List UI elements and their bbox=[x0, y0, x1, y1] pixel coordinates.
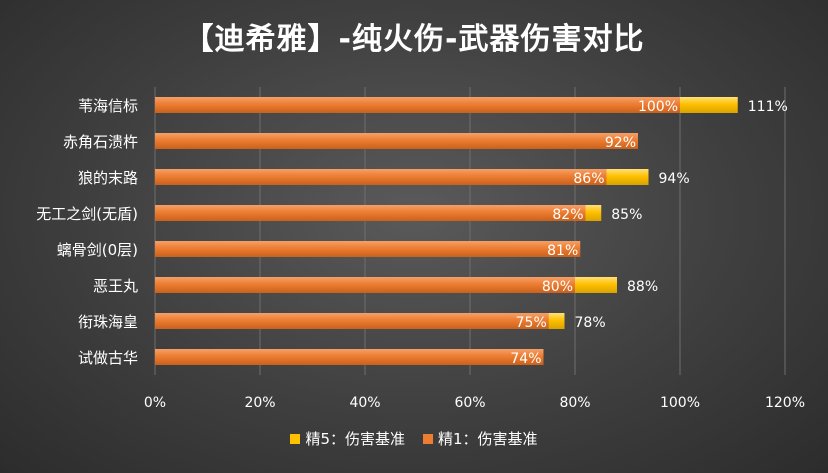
category-label: 衔珠海皇 bbox=[78, 313, 138, 331]
category-label: 无工之剑(无盾) bbox=[36, 205, 138, 223]
bar-refine1 bbox=[155, 133, 638, 149]
legend-label-refine5: 精5：伤害基准 bbox=[305, 430, 405, 448]
data-label-refine1: 92% bbox=[605, 135, 636, 151]
bar-refine1 bbox=[155, 349, 544, 365]
category-label: 螭骨剑(0层) bbox=[57, 241, 138, 259]
x-tick-label: 0% bbox=[144, 395, 166, 411]
data-label-refine1: 75% bbox=[516, 315, 547, 331]
legend-label-refine1: 精1：伤害基准 bbox=[438, 430, 538, 448]
legend-swatch-refine5 bbox=[290, 433, 301, 444]
data-label-refine1: 100% bbox=[638, 99, 678, 115]
data-label-refine5: 94% bbox=[659, 171, 690, 187]
bar-refine1 bbox=[155, 205, 586, 221]
legend: 精5：伤害基准 精1：伤害基准 bbox=[0, 428, 828, 449]
data-label-refine1: 86% bbox=[573, 171, 604, 187]
legend-item-refine5: 精5：伤害基准 bbox=[290, 428, 405, 449]
legend-swatch-refine1 bbox=[423, 433, 433, 444]
category-label: 试做古华 bbox=[78, 349, 138, 367]
x-tick-label: 120% bbox=[765, 395, 805, 411]
data-label-refine5: 78% bbox=[575, 315, 606, 331]
bar-refine1 bbox=[155, 169, 607, 185]
chart-title: 【迪希雅】-纯火伤-武器伤害对比 bbox=[183, 22, 645, 57]
data-label-refine5: 111% bbox=[748, 99, 788, 115]
x-tick-label: 40% bbox=[349, 395, 380, 411]
bar-refine1 bbox=[155, 313, 549, 329]
data-label-refine1: 82% bbox=[552, 207, 583, 223]
x-tick-label: 60% bbox=[454, 395, 485, 411]
category-label: 狼的末路 bbox=[78, 169, 138, 187]
data-label-refine1: 80% bbox=[542, 279, 573, 295]
bar-refine1 bbox=[155, 97, 680, 113]
bar-refine1 bbox=[155, 241, 581, 257]
x-tick-label: 20% bbox=[244, 395, 275, 411]
x-tick-label: 80% bbox=[559, 395, 590, 411]
bar-refine1 bbox=[155, 277, 575, 293]
legend-item-refine1: 精1：伤害基准 bbox=[423, 428, 538, 449]
category-label: 恶王丸 bbox=[93, 277, 138, 295]
data-label-refine1: 74% bbox=[510, 351, 541, 367]
data-label-refine1: 81% bbox=[547, 243, 578, 259]
category-label: 苇海信标 bbox=[78, 97, 138, 115]
x-tick-label: 100% bbox=[660, 395, 700, 411]
category-label: 赤角石溃杵 bbox=[63, 133, 138, 151]
data-label-refine5: 88% bbox=[627, 279, 658, 295]
data-label-refine5: 85% bbox=[611, 207, 642, 223]
